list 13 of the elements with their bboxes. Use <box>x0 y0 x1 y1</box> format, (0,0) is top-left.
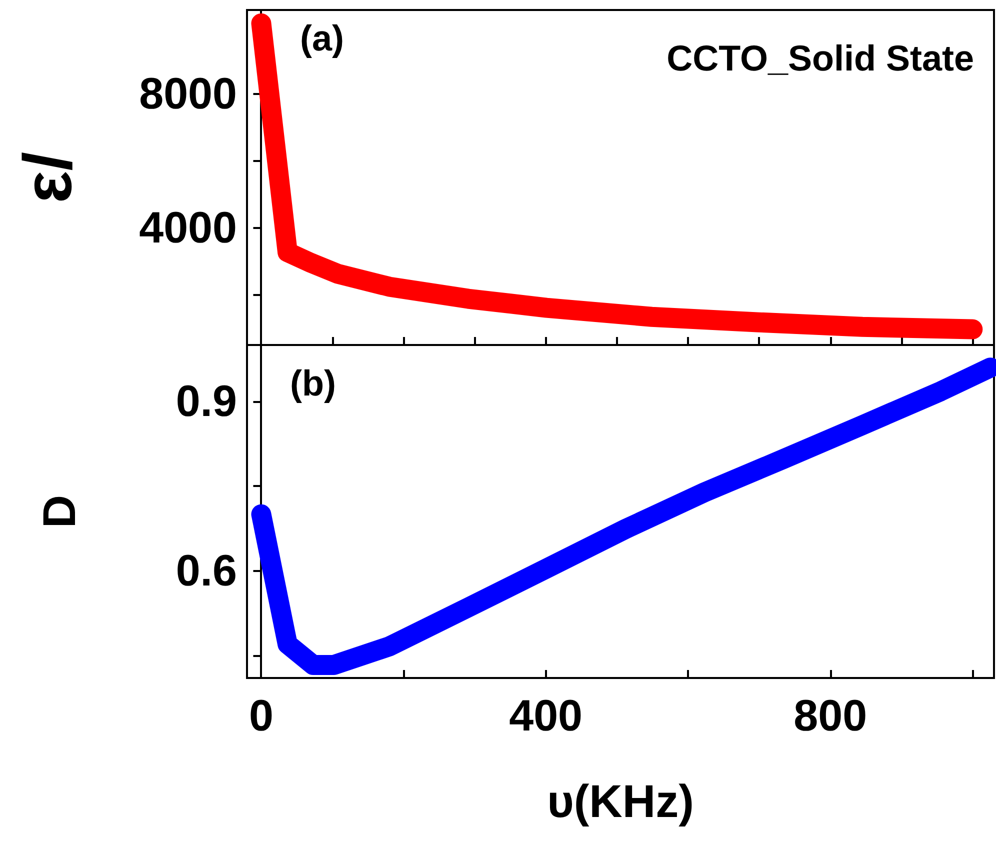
x-tick-label: 0 <box>248 692 274 740</box>
y-tick-label: 0.6 <box>176 546 237 596</box>
y-tick-label: 4000 <box>139 203 237 252</box>
y-axis-title: ε/ <box>10 152 86 204</box>
x-tick-label: 800 <box>794 692 868 740</box>
y-tick-label: 0.9 <box>176 376 237 426</box>
x-axis-title: υ(KHz) <box>547 775 694 827</box>
y-tick-label: 8000 <box>139 69 237 118</box>
annotation: (a) <box>300 18 344 58</box>
annotation: (b) <box>290 362 336 404</box>
annotation: CCTO_Solid State <box>666 38 974 78</box>
x-tick-label: 400 <box>509 692 583 740</box>
y-axis-title: D <box>33 494 85 528</box>
